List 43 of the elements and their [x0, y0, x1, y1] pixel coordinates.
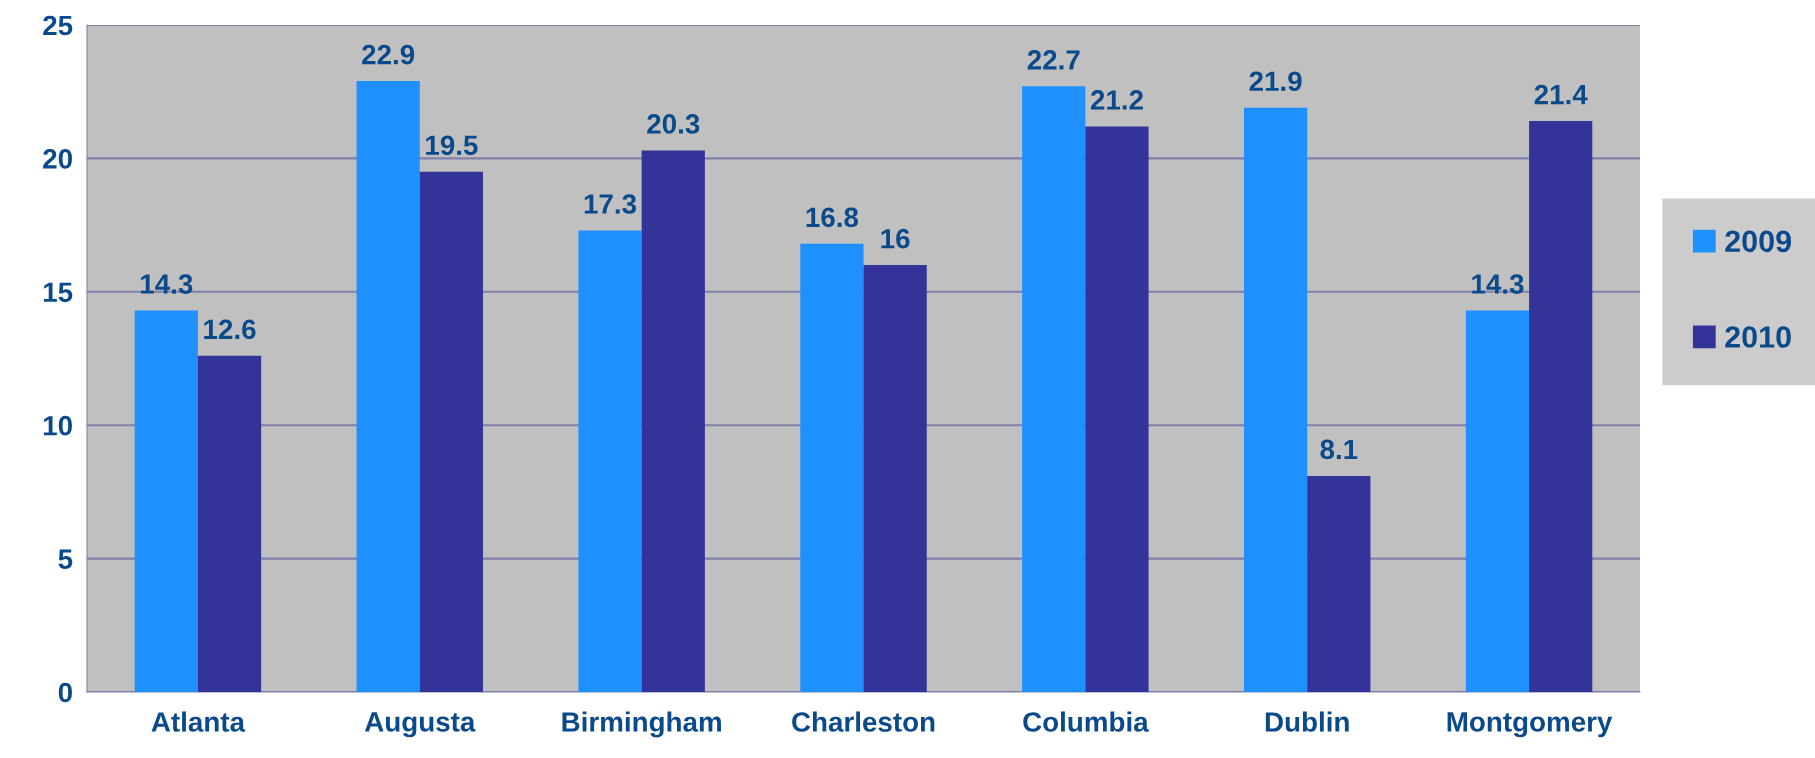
data-label: 14.3	[141, 274, 193, 294]
bar	[1307, 475, 1371, 692]
x-tick-label: Montgomery	[1447, 712, 1613, 738]
bar	[578, 230, 642, 692]
bar	[1465, 310, 1530, 692]
data-label: 21.9	[1249, 71, 1302, 92]
x-tick-label: Augusta	[364, 712, 476, 738]
bar	[1085, 126, 1149, 692]
x-tick-label: Birmingham	[562, 711, 721, 738]
y-tick-label: 25	[43, 15, 73, 36]
bar	[419, 171, 484, 692]
bar	[1243, 107, 1308, 692]
bar	[197, 355, 262, 692]
bar	[800, 243, 864, 692]
data-label: 14.3	[1472, 274, 1524, 294]
data-label: 16.8	[806, 207, 859, 228]
x-tick-label: Atlanta	[151, 711, 246, 732]
y-tick-label: 5	[58, 549, 73, 569]
data-label: 19.5	[426, 135, 478, 156]
y-tick-label: 20	[43, 149, 72, 169]
bar	[641, 150, 705, 692]
data-label: 16	[881, 228, 910, 249]
y-tick-label: 0	[58, 682, 72, 703]
data-label: 22.9	[362, 44, 415, 65]
bar	[863, 265, 927, 692]
bar	[134, 310, 198, 692]
x-tick-label: Columbia	[1023, 711, 1149, 732]
data-label: 8.1	[1320, 439, 1358, 460]
data-label: 20.3	[647, 114, 700, 134]
data-label: 12.6	[204, 319, 256, 340]
data-label: 21.2	[1090, 90, 1143, 110]
bar	[356, 81, 420, 692]
data-label: 22.7	[1027, 50, 1080, 70]
data-label: 17.3	[584, 194, 637, 214]
x-tick-label: Dublin	[1265, 711, 1349, 732]
y-tick-label: 15	[43, 282, 73, 303]
x-tick-label: Charleston	[792, 711, 935, 732]
y-tick-label: 10	[43, 415, 72, 436]
legend-label: 2009	[1725, 230, 1791, 253]
data-label: 21.4	[1534, 84, 1588, 105]
bar	[1022, 86, 1086, 692]
bar	[1529, 121, 1593, 692]
legend-label: 2010	[1725, 326, 1791, 348]
